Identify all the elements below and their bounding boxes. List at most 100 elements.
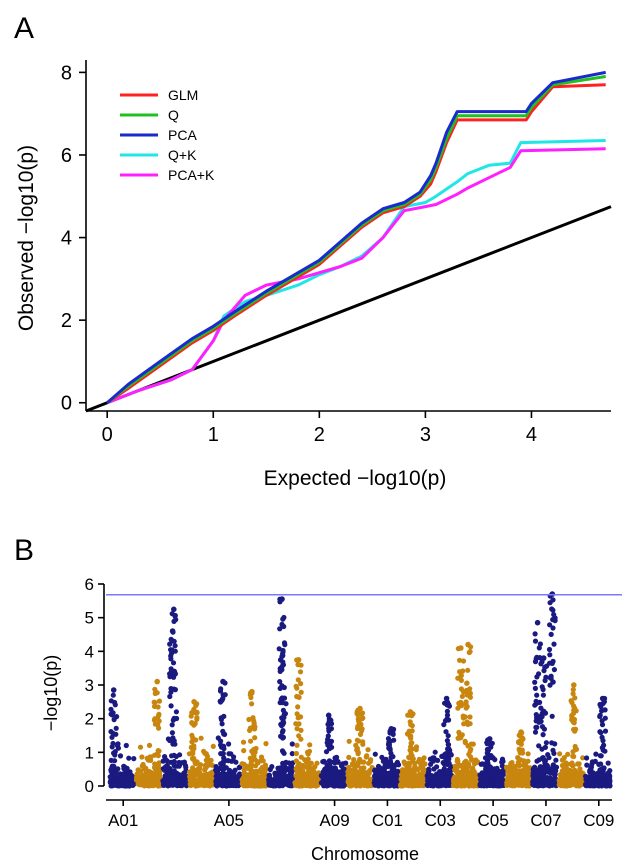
snp-point xyxy=(223,765,229,771)
qq-xtick-label: 4 xyxy=(526,424,537,446)
snp-point xyxy=(174,782,180,788)
snp-point xyxy=(479,781,485,788)
snp-point xyxy=(218,751,224,757)
snp-point xyxy=(147,769,153,775)
snp-point xyxy=(346,754,352,761)
snp-point xyxy=(332,755,338,761)
snp-point xyxy=(408,740,414,746)
snp-point xyxy=(534,692,540,698)
snp-point xyxy=(410,758,416,765)
snp-point xyxy=(202,782,208,788)
snp-point xyxy=(280,772,286,779)
snp-point xyxy=(431,766,437,772)
snp-point xyxy=(173,709,179,715)
snp-point xyxy=(298,689,304,695)
snp-point xyxy=(350,778,356,784)
snp-point xyxy=(168,703,174,709)
snp-point xyxy=(551,612,557,618)
qq-xtick-label: 3 xyxy=(420,424,431,446)
manhattan-ytick-label: 4 xyxy=(85,642,94,661)
snp-point xyxy=(326,763,332,769)
snp-point xyxy=(550,597,556,603)
manhattan-ytick-label: 6 xyxy=(85,575,94,594)
snp-point xyxy=(444,738,450,744)
snp-point xyxy=(195,766,201,772)
snp-point xyxy=(286,781,292,787)
snp-point xyxy=(168,653,174,659)
snp-point xyxy=(115,766,121,772)
snp-point xyxy=(152,721,158,727)
snp-point xyxy=(266,772,272,778)
snp-peak-point xyxy=(357,705,363,712)
snp-point xyxy=(458,700,464,707)
snp-point xyxy=(281,765,288,771)
snp-point xyxy=(597,701,603,708)
snp-point xyxy=(541,757,547,763)
snp-point xyxy=(456,763,462,769)
snp-point xyxy=(337,769,343,775)
snp-point xyxy=(170,660,177,666)
snp-point xyxy=(171,638,177,644)
snp-point xyxy=(467,686,473,692)
snp-point xyxy=(294,742,300,748)
snp-point xyxy=(141,773,147,779)
snp-point xyxy=(189,720,195,726)
snp-point xyxy=(277,700,283,706)
snp-point xyxy=(152,778,158,784)
snp-point xyxy=(546,755,552,761)
snp-point xyxy=(442,752,448,758)
snp-point xyxy=(198,735,204,741)
snp-point xyxy=(456,729,462,736)
snp-point xyxy=(281,623,287,630)
snp-point xyxy=(468,778,474,784)
snp-point xyxy=(338,763,345,769)
snp-point xyxy=(379,754,385,761)
snp-point xyxy=(572,695,578,701)
snp-point xyxy=(217,688,224,694)
snp-point xyxy=(594,782,600,788)
snp-point xyxy=(359,726,365,732)
snp-point xyxy=(394,770,400,777)
snp-point xyxy=(552,618,558,624)
snp-point xyxy=(241,748,247,754)
snp-peak-point xyxy=(388,726,395,732)
manhattan-ytick-label: 5 xyxy=(85,609,94,628)
snp-point xyxy=(156,725,162,731)
snp-point xyxy=(463,699,469,705)
manhattan-xtick-label: C01 xyxy=(372,811,403,830)
snp-point xyxy=(201,748,207,754)
manhattan-ytick-label: 1 xyxy=(85,743,94,762)
manhattan-xtick-label: C07 xyxy=(530,811,561,830)
snp-point xyxy=(593,751,599,757)
snp-point xyxy=(571,753,577,760)
snp-point xyxy=(189,710,195,716)
snp-point xyxy=(381,781,388,788)
snp-point xyxy=(446,717,452,723)
snp-point xyxy=(267,777,274,783)
snp-point xyxy=(280,728,286,734)
snp-point xyxy=(279,748,286,754)
snp-point xyxy=(462,738,468,744)
snp-point xyxy=(390,731,396,738)
snp-point xyxy=(298,681,304,687)
manhattan-xtick-label: C09 xyxy=(583,811,614,830)
snp-point xyxy=(171,672,177,678)
snp-point xyxy=(190,735,196,741)
snp-point xyxy=(294,726,300,732)
snp-point xyxy=(257,774,264,781)
snp-point xyxy=(314,760,320,766)
snp-point xyxy=(295,677,301,683)
snp-peak-point xyxy=(191,699,197,705)
snp-point xyxy=(169,647,175,653)
snp-point xyxy=(167,641,173,647)
snp-point xyxy=(356,759,362,765)
snp-point xyxy=(351,757,357,763)
snp-point xyxy=(592,758,598,765)
snp-point xyxy=(213,767,219,773)
snp-point xyxy=(233,759,239,765)
snp-point xyxy=(499,756,506,762)
snp-point xyxy=(208,777,214,783)
snp-point xyxy=(360,741,366,747)
legend-label: GLM xyxy=(168,87,198,103)
snp-point xyxy=(538,661,544,667)
